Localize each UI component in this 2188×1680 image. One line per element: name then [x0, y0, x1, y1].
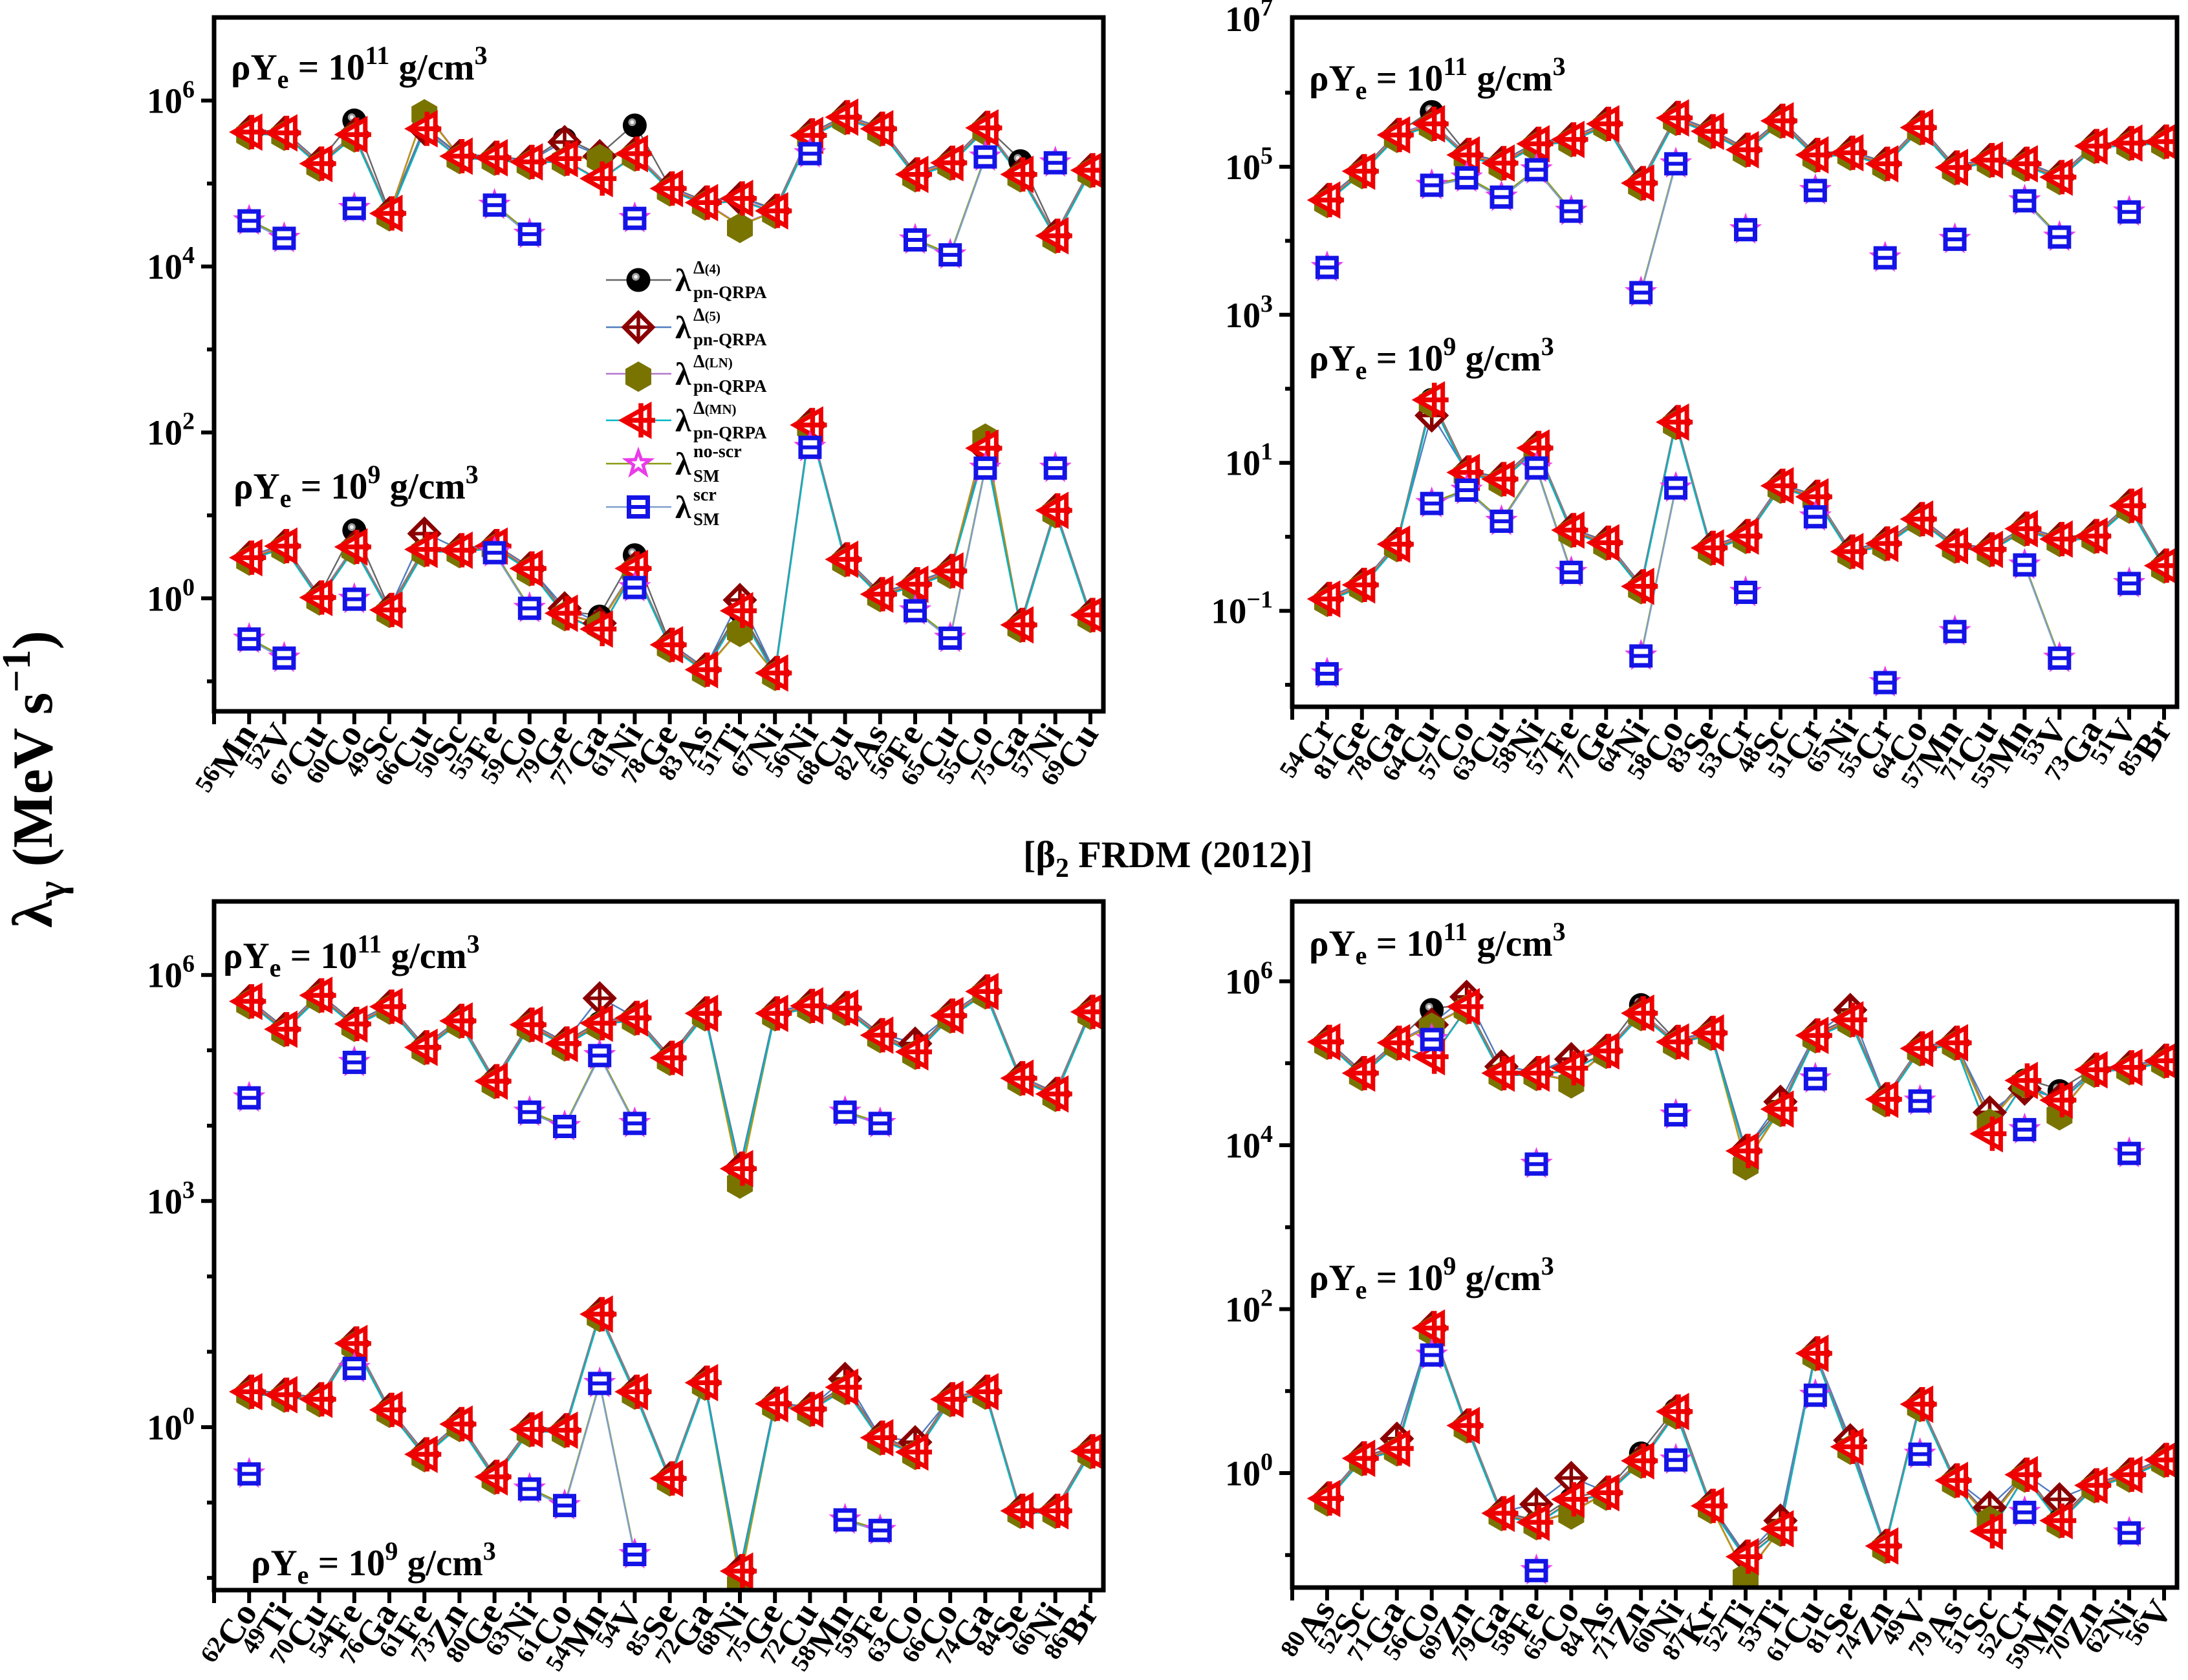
svg-text:SM: SM: [693, 466, 720, 486]
svg-text:Δ(5): Δ(5): [693, 305, 720, 325]
svg-text:pn-QRPA: pn-QRPA: [693, 423, 767, 442]
svg-text:pn-QRPA: pn-QRPA: [693, 283, 767, 302]
svg-text:ρYe = 109 g/cm3: ρYe = 109 g/cm3: [251, 1536, 496, 1589]
svg-text:Δ(MN): Δ(MN): [693, 398, 737, 418]
svg-text:SM: SM: [693, 510, 720, 529]
svg-text:λ: λ: [675, 262, 691, 298]
svg-text:[β2 FRDM (2012)]: [β2 FRDM (2012)]: [1023, 834, 1313, 883]
svg-text:Δ(LN): Δ(LN): [693, 352, 733, 372]
svg-text:ρYe = 1011 g/cm3: ρYe = 1011 g/cm3: [1309, 52, 1566, 105]
svg-text:ρYe = 109 g/cm3: ρYe = 109 g/cm3: [233, 460, 479, 513]
svg-text:ρYe = 1011 g/cm3: ρYe = 1011 g/cm3: [223, 929, 480, 982]
svg-text:ρYe = 1011 g/cm3: ρYe = 1011 g/cm3: [1309, 917, 1566, 970]
svg-text:λ: λ: [675, 309, 691, 345]
svg-text:λ: λ: [675, 446, 691, 482]
svg-text:λ: λ: [675, 356, 691, 392]
svg-text:ρYe = 109 g/cm3: ρYe = 109 g/cm3: [1309, 332, 1554, 385]
svg-text:pn-QRPA: pn-QRPA: [693, 330, 767, 349]
svg-text:10−1: 10−1: [1211, 587, 1273, 631]
svg-text:100: 100: [147, 574, 195, 618]
svg-text:ρYe = 109 g/cm3: ρYe = 109 g/cm3: [1309, 1251, 1554, 1304]
svg-text:λ: λ: [675, 402, 691, 438]
svg-text:no-scr: no-scr: [693, 442, 742, 462]
svg-text:ρYe = 1011 g/cm3: ρYe = 1011 g/cm3: [231, 41, 488, 94]
svg-text:λ: λ: [675, 489, 691, 525]
svg-text:scr: scr: [693, 485, 717, 505]
svg-text:pn-QRPA: pn-QRPA: [693, 376, 767, 396]
svg-text:λγ (MeV s−1): λγ (MeV s−1): [0, 630, 74, 928]
svg-text:Δ(4): Δ(4): [693, 258, 720, 278]
svg-text:106: 106: [147, 951, 195, 995]
